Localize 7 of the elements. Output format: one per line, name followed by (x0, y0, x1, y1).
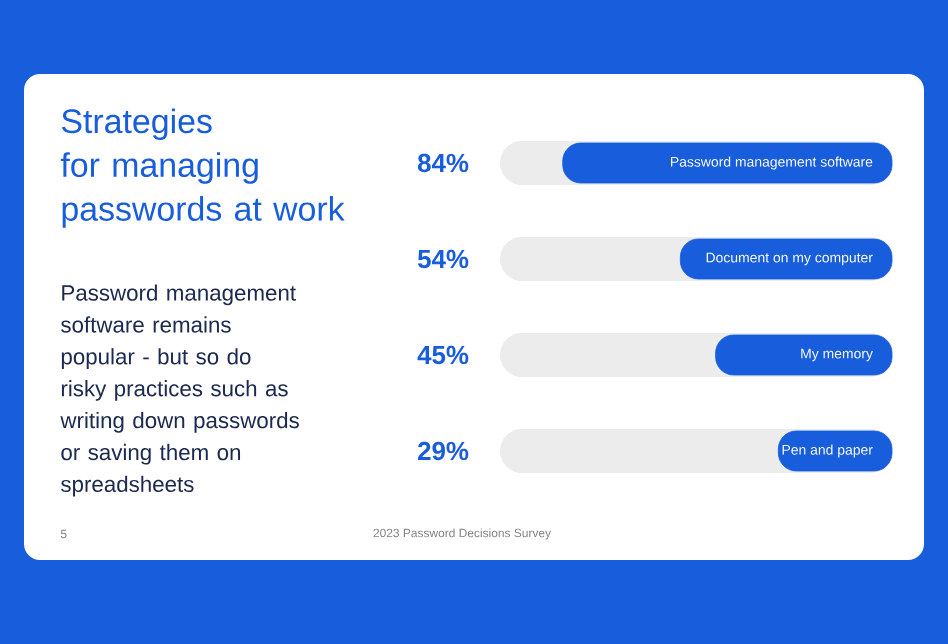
text: Strategies for managing passwords at work (60, 108, 345, 228)
data-label: 45% (417, 345, 469, 365)
data-label: 84% (417, 153, 469, 173)
data-label: 29% (418, 441, 469, 461)
data-label: 54% (417, 249, 469, 269)
text: Password management software remains popular - but so do risky practices such as writing down passwords or saving them on spreadsheets (60, 284, 299, 497)
bar (777, 430, 893, 472)
